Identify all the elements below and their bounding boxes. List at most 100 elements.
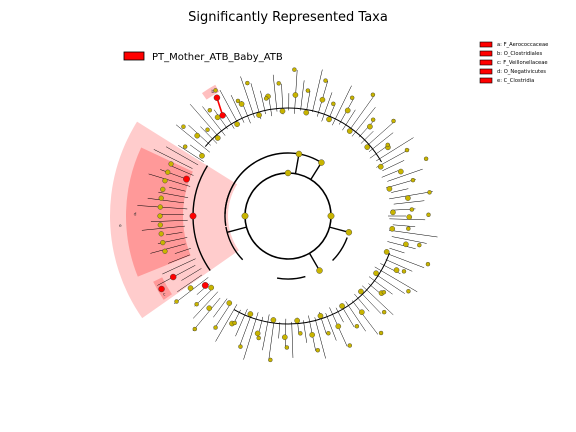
phylum-branch xyxy=(329,226,350,233)
leaf-branch xyxy=(332,85,352,126)
taxon-node xyxy=(158,231,164,237)
taxon-node xyxy=(282,334,288,341)
taxon-node xyxy=(160,240,166,246)
phylum-arc xyxy=(224,161,255,226)
taxon-node xyxy=(346,128,353,134)
leaf-branch xyxy=(166,232,183,236)
taxon-node xyxy=(309,332,315,338)
taxon-node xyxy=(168,161,174,167)
leaf-branch xyxy=(141,225,185,231)
taxon-node xyxy=(192,326,198,332)
taxon-node xyxy=(162,178,168,184)
taxon-node xyxy=(386,186,393,192)
leaf-branch xyxy=(392,224,416,227)
taxon-node xyxy=(367,123,373,130)
taxon-node xyxy=(398,168,404,175)
taxa-legend-entry: a: F_Aerococcaceae xyxy=(497,42,548,48)
taxon-node xyxy=(213,325,218,330)
taxon-node xyxy=(245,80,250,86)
taxon-node xyxy=(326,331,331,336)
taxon-node xyxy=(326,116,332,123)
taxon-node xyxy=(162,248,168,254)
leaf-branch xyxy=(202,106,226,136)
leaf-branch xyxy=(200,126,218,144)
taxon-node xyxy=(383,249,390,255)
phylum-branch xyxy=(226,226,247,233)
leaf-branch xyxy=(171,165,194,176)
cladogram-nodes xyxy=(157,67,432,363)
taxon-node xyxy=(390,209,396,216)
taxon-node xyxy=(316,267,323,274)
leaf-branch xyxy=(278,322,281,339)
taxon-node xyxy=(339,303,345,309)
leaf-branch xyxy=(162,258,196,275)
taxon-node xyxy=(391,118,396,124)
class-legend-label: PT_Mother_ATB_Baby_ATB xyxy=(152,52,283,63)
leaf-branch xyxy=(325,313,337,341)
taxon-node xyxy=(276,81,281,86)
taxon-node xyxy=(410,177,416,183)
leaf-branch xyxy=(235,308,248,337)
taxon-node xyxy=(199,152,205,159)
leaf-branch xyxy=(387,241,416,250)
leaf-branch xyxy=(230,95,245,123)
phylum-arc xyxy=(224,152,320,214)
taxon-node xyxy=(157,204,163,210)
taxon-node xyxy=(292,92,299,98)
taxon-node xyxy=(358,288,364,295)
leaf-branch xyxy=(367,120,396,146)
taxon-node xyxy=(427,190,432,195)
leaf-branch xyxy=(391,236,427,244)
leaf-branch xyxy=(384,252,425,268)
leaf-branch xyxy=(352,300,379,335)
leaf-branch xyxy=(213,298,228,318)
taxon-node xyxy=(247,311,254,317)
leaf-branch xyxy=(303,320,307,343)
taxon-node xyxy=(295,150,303,158)
leaf-branch xyxy=(213,304,231,330)
leaf-branch xyxy=(362,285,394,316)
clade-e-label: e xyxy=(119,224,122,229)
class-legend: PT_Mother_ATB_Baby_ATB xyxy=(123,51,283,63)
leaf-branch xyxy=(177,274,202,293)
leaf-branch xyxy=(175,124,211,153)
leaf-branch xyxy=(158,191,189,198)
phylum-branch xyxy=(294,153,300,174)
leaf-branch xyxy=(268,98,273,117)
taxon-node xyxy=(165,169,171,175)
class-arc xyxy=(233,252,390,325)
leaf-branch xyxy=(368,283,381,294)
leaf-branch xyxy=(351,107,376,137)
leaf-branch xyxy=(189,104,219,138)
leaf-branch xyxy=(291,321,294,358)
significant-taxon-node xyxy=(189,212,197,220)
leaf-branch xyxy=(385,259,413,272)
leaf-branch xyxy=(381,170,399,178)
taxon-node xyxy=(335,323,342,330)
taxa-legend-entry: c: F_Veillonellaceae xyxy=(497,60,548,66)
leaf-branch xyxy=(192,291,219,319)
taxon-node xyxy=(174,299,179,304)
taxon-node xyxy=(268,357,273,363)
leaf-branch xyxy=(150,243,186,254)
taxon-node xyxy=(226,300,233,306)
significant-taxon-node xyxy=(219,112,226,119)
leaf-branch xyxy=(260,90,266,115)
leaf-branch xyxy=(388,229,438,238)
leaf-branch xyxy=(147,198,185,204)
taxon-node xyxy=(317,313,324,319)
leaf-branch xyxy=(268,318,275,361)
taxon-node xyxy=(318,159,325,166)
significant-taxon-node xyxy=(213,94,221,101)
leaf-branch xyxy=(349,94,376,131)
taxon-node xyxy=(256,335,261,341)
taxon-node xyxy=(385,142,390,148)
leaf-branch xyxy=(368,132,394,152)
phylum-branch xyxy=(308,252,321,271)
taxa-legend-entry: e: C_Clostridia xyxy=(497,78,534,84)
leaf-branch xyxy=(342,307,355,328)
leaf-branch xyxy=(312,69,323,113)
taxon-node xyxy=(194,302,199,307)
leaf-branch xyxy=(389,218,426,221)
leaf-branch xyxy=(169,187,186,192)
